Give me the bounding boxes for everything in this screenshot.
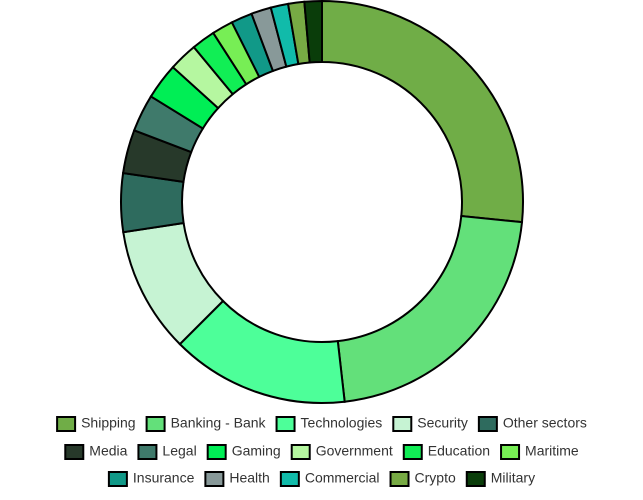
legend-label: Education xyxy=(428,443,490,459)
legend-label: Technologies xyxy=(301,415,383,431)
legend-label: Military xyxy=(491,470,535,486)
legend-swatch xyxy=(477,416,498,432)
legend-label: Crypto xyxy=(415,470,456,486)
legend-swatch xyxy=(392,416,413,432)
legend-swatch xyxy=(402,444,423,460)
legend-label: Gaming xyxy=(232,443,281,459)
legend-swatch xyxy=(279,471,300,487)
legend-swatch xyxy=(204,471,225,487)
legend-swatch xyxy=(290,444,311,460)
legend-label: Maritime xyxy=(525,443,579,459)
legend-swatch xyxy=(206,444,227,460)
legend-swatch xyxy=(500,444,521,460)
slice xyxy=(303,0,323,64)
legend-swatch xyxy=(145,416,166,432)
legend-swatch xyxy=(137,444,158,460)
slice xyxy=(120,171,185,234)
legend-swatch xyxy=(465,471,486,487)
legend-label: Banking - Bank xyxy=(171,415,267,431)
legend-label: Media xyxy=(89,443,127,459)
legend-swatch xyxy=(56,416,77,432)
slice xyxy=(321,0,524,224)
legend-label: Other sectors xyxy=(503,415,587,431)
legend-swatch xyxy=(107,471,128,487)
legend-label: Security xyxy=(417,415,468,431)
legend-label: Insurance xyxy=(133,470,195,486)
legend-label: Commercial xyxy=(305,470,380,486)
legend-label: Shipping xyxy=(81,415,136,431)
legend-label: Legal xyxy=(162,443,196,459)
legend-swatch xyxy=(275,416,296,432)
legend-swatch xyxy=(64,444,85,460)
legend-label: Government xyxy=(316,443,393,459)
legend-label: Health xyxy=(229,470,269,486)
legend-swatch xyxy=(389,471,410,487)
slice xyxy=(336,214,524,403)
